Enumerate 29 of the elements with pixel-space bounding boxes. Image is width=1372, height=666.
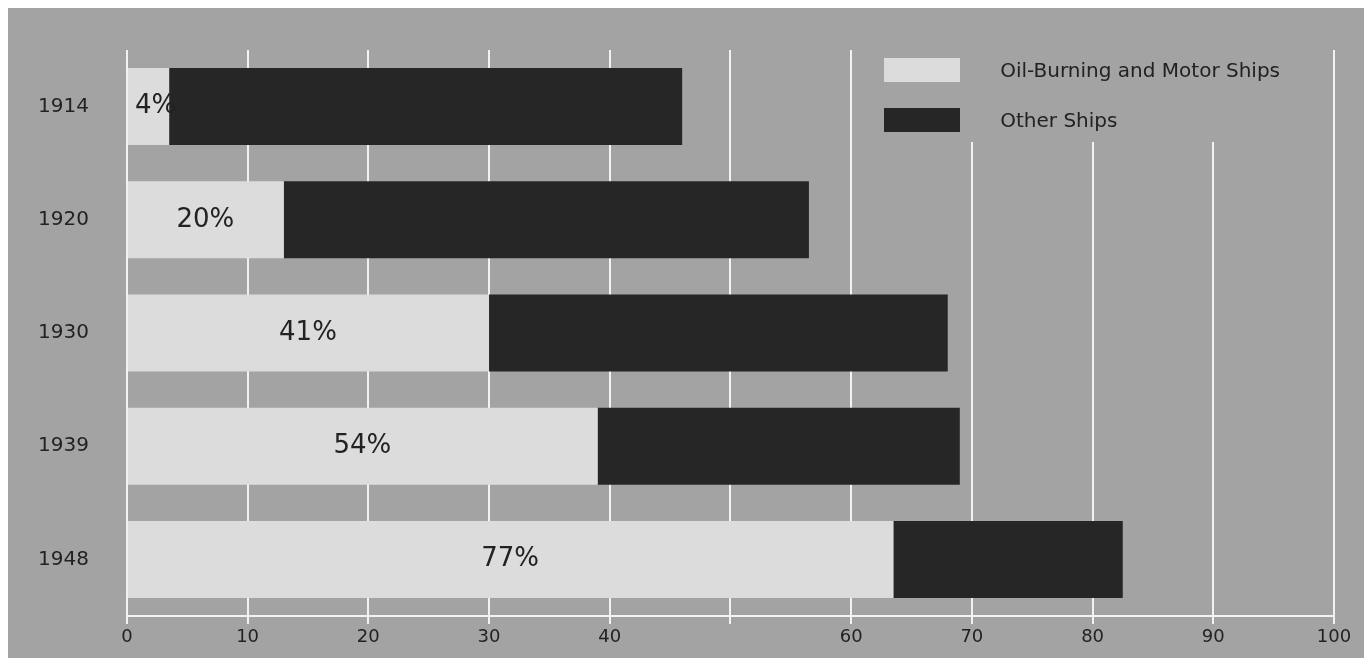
bar [127, 181, 284, 259]
x-tick-label: 90 [1201, 625, 1225, 647]
x-tick-label: 70 [960, 625, 984, 647]
x-tick-label: 40 [598, 625, 622, 647]
bar [893, 520, 1123, 598]
bar [283, 181, 809, 259]
bar [127, 407, 598, 485]
bar [597, 407, 960, 485]
annotation: 54% [333, 428, 392, 459]
x-tick-label: 80 [1081, 625, 1105, 647]
y-tick-label: 1930 [37, 319, 89, 344]
x-tick-label: 100 [1316, 625, 1352, 647]
y-tick-label: 1948 [37, 545, 89, 570]
y-tick-label: 1939 [37, 432, 89, 457]
x-tick-label: 10 [236, 625, 260, 647]
y-tick-label: 1920 [37, 206, 89, 230]
annotation: 77% [481, 542, 540, 573]
bar [127, 520, 894, 598]
legend-label: Other Ships [1000, 108, 1118, 132]
annotation: 20% [176, 202, 235, 233]
y-tick-label: 1914 [37, 92, 89, 117]
bar [127, 294, 490, 372]
x-tick-label: 20 [356, 625, 380, 647]
bar [489, 294, 948, 372]
x-tick-label: 60 [839, 625, 863, 647]
x-tick-label: 30 [477, 625, 501, 647]
annotation: 41% [279, 315, 337, 346]
x-tick-label: 0 [121, 625, 133, 647]
legend-label: Oil-Burning and Motor Ships [1000, 58, 1280, 82]
